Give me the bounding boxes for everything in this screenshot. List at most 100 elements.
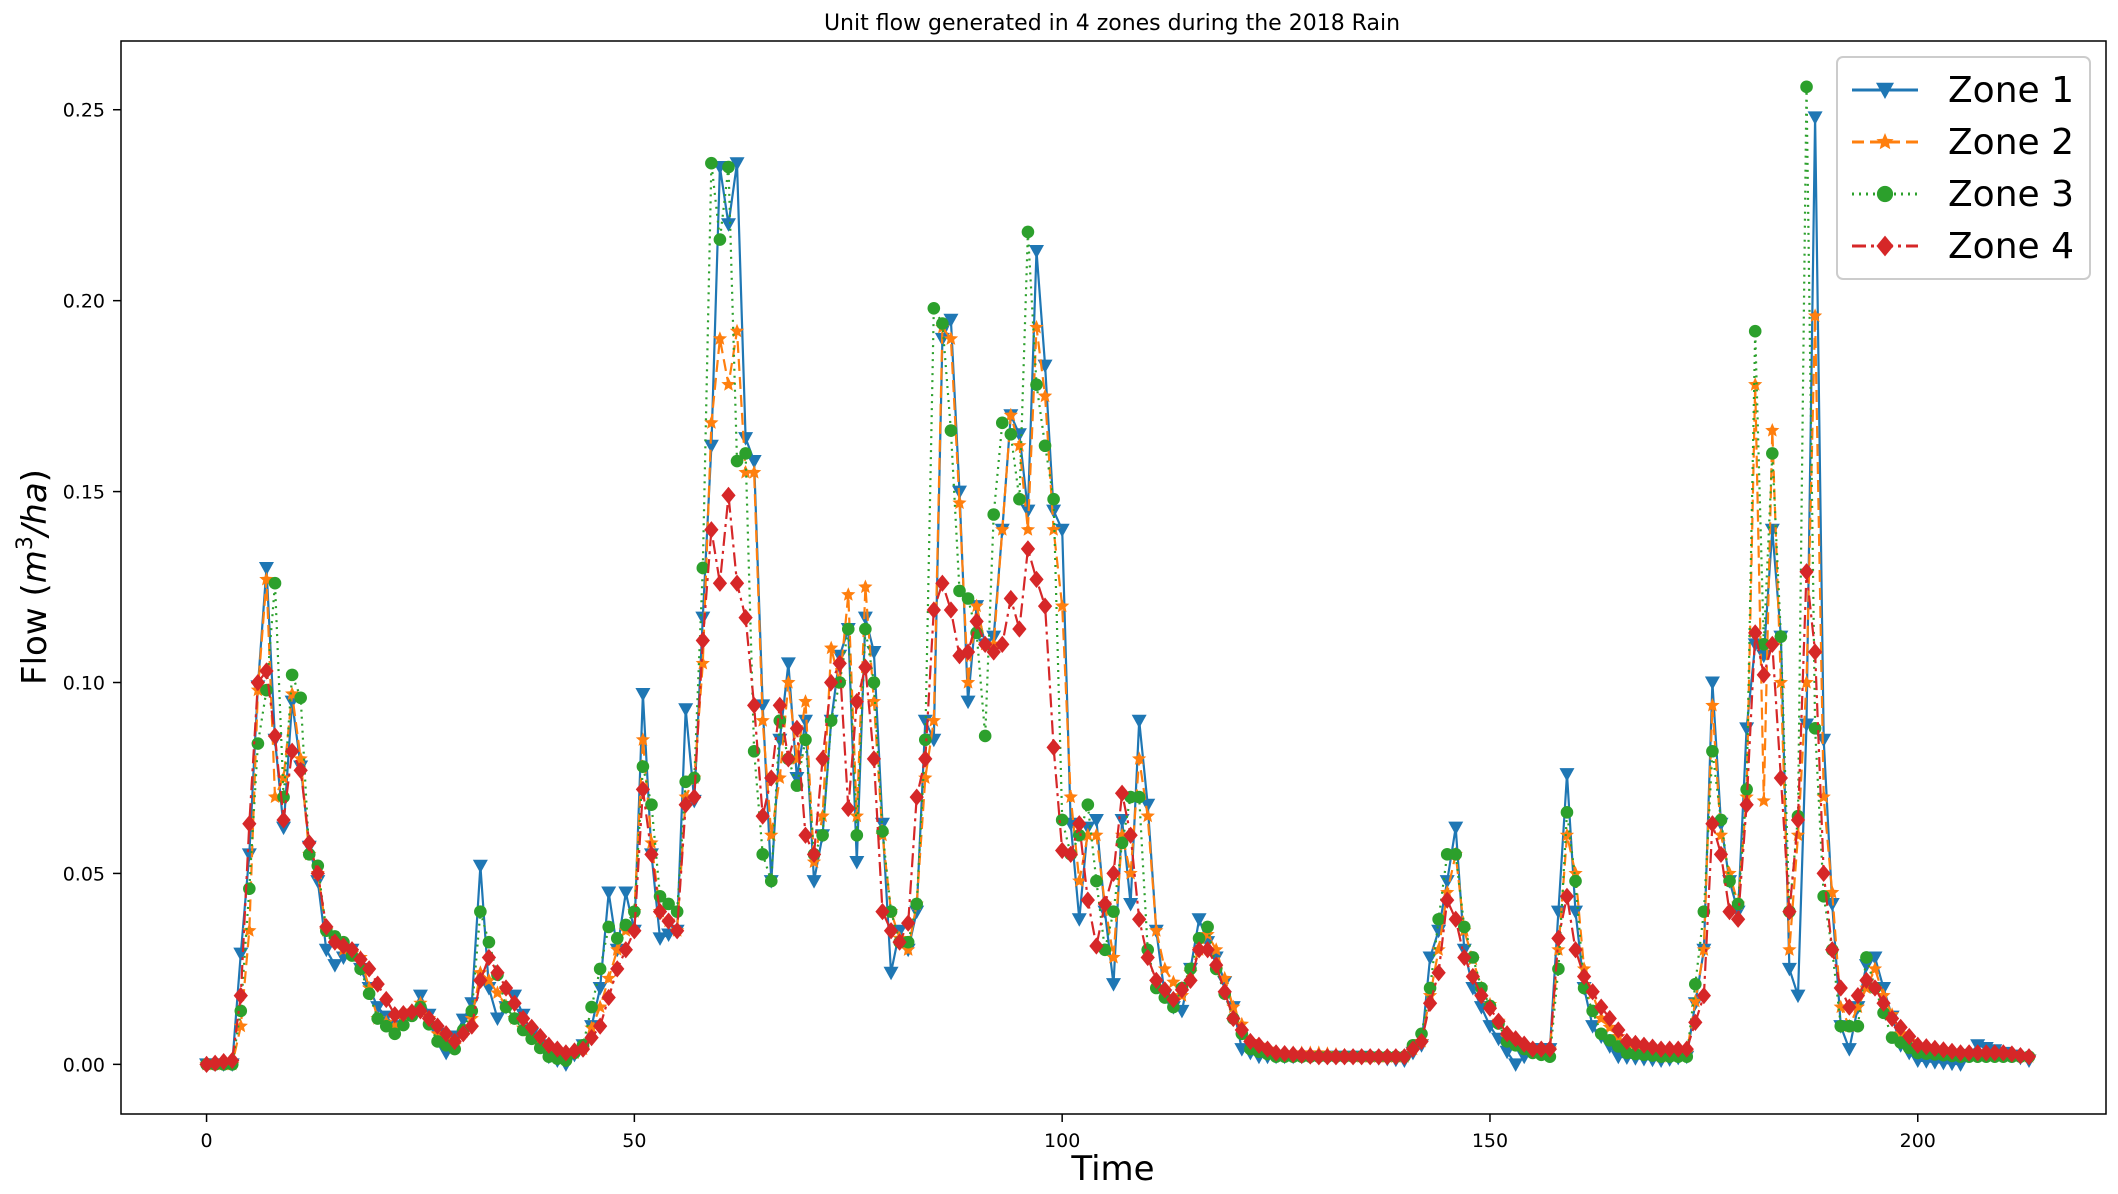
data-point: [1987, 1044, 2002, 1062]
data-point: [1020, 522, 1036, 536]
data-point: [652, 902, 668, 921]
data-point: [1432, 912, 1445, 926]
data-point: [1440, 891, 1455, 909]
data-point: [961, 592, 975, 605]
data-point: [1388, 1048, 1403, 1066]
data-point: [729, 157, 745, 171]
data-point: [1850, 999, 1865, 1014]
y-tick-label: 0.20: [63, 291, 105, 313]
data-point: [1191, 941, 1207, 959]
data-point: [1585, 1020, 1601, 1034]
data-point: [1474, 987, 1489, 1005]
data-point: [1867, 979, 1883, 997]
series-zone-4: [199, 486, 2037, 1073]
data-point: [1766, 447, 1779, 460]
data-point: [1123, 897, 1139, 912]
data-point: [678, 703, 694, 717]
data-point: [1217, 983, 1232, 1001]
data-point: [1089, 827, 1104, 842]
data-point: [1107, 905, 1120, 918]
data-point: [1201, 920, 1214, 934]
data-point: [1106, 864, 1121, 883]
data-point: [508, 1012, 521, 1025]
data-point: [1311, 1048, 1326, 1066]
data-point: [482, 935, 496, 949]
data-point: [1286, 1045, 1301, 1064]
data-point: [1662, 1040, 1677, 1058]
data-point: [1449, 848, 1463, 861]
data-point: [1996, 1044, 2011, 1062]
data-point: [730, 454, 744, 468]
data-point: [1097, 895, 1113, 913]
legend: Zone 1 Zone 2 Zone 3 Zone 4: [1836, 56, 2091, 280]
y-axis-label-unit-exponent: 3: [13, 536, 38, 550]
data-point: [1782, 942, 1797, 956]
data-point: [233, 947, 249, 962]
data-point: [498, 979, 514, 997]
data-point: [1534, 1040, 1549, 1058]
data-point: [1303, 1047, 1318, 1065]
data-point: [832, 654, 847, 673]
data-point: [1594, 1027, 1608, 1041]
x-tick-label: 0: [201, 1130, 213, 1152]
data-point: [1405, 1040, 1421, 1058]
data-point: [1568, 905, 1584, 920]
data-point: [935, 574, 950, 592]
data-point: [1149, 971, 1164, 989]
data-point: [447, 1032, 462, 1051]
data-point: [302, 834, 317, 852]
data-point: [593, 1017, 608, 1035]
data-point: [1800, 80, 1813, 94]
data-point: [866, 750, 882, 768]
data-point: [695, 631, 710, 650]
data-point: [1859, 971, 1874, 989]
data-point: [781, 750, 796, 768]
data-point: [294, 691, 307, 705]
data-point: [995, 522, 1010, 536]
data-point: [404, 1003, 420, 1021]
data-point: [653, 890, 667, 903]
data-point: [892, 933, 907, 951]
data-point: [1585, 983, 1600, 1001]
data-point: [1688, 993, 1703, 1008]
data-point: [1328, 1048, 1344, 1066]
data-point: [1970, 1044, 1985, 1062]
data-point: [1841, 1043, 1857, 1057]
data-point: [601, 886, 617, 901]
data-point: [1431, 964, 1446, 982]
data-point: [1191, 913, 1207, 927]
data-point: [747, 465, 762, 479]
data-point: [969, 612, 984, 631]
data-point: [876, 825, 889, 838]
data-point: [1569, 874, 1582, 888]
data-point: [464, 1017, 479, 1035]
data-point: [909, 788, 924, 806]
star-icon: [1876, 133, 1894, 150]
y-axis-label: Flow (m3/ha): [13, 469, 55, 685]
data-point: [764, 769, 779, 787]
data-point: [722, 160, 735, 174]
data-point: [1902, 1027, 1917, 1046]
data-point: [575, 1040, 591, 1058]
data-point: [858, 579, 873, 594]
data-point: [1850, 987, 1865, 1005]
data-point: [258, 561, 274, 576]
data-point: [1046, 738, 1061, 757]
data-point: [354, 962, 367, 976]
series-line: [206, 494, 2030, 1066]
data-point: [849, 855, 865, 870]
data-point: [1132, 790, 1146, 804]
data-point: [1088, 813, 1104, 828]
data-point: [1799, 675, 1814, 689]
data-point: [1072, 873, 1087, 888]
data-point: [439, 1025, 454, 1043]
data-point: [1234, 1021, 1249, 1039]
data-point: [875, 902, 890, 921]
data-point: [481, 948, 497, 967]
data-point: [318, 943, 334, 958]
data-point: [1123, 826, 1138, 844]
data-point: [850, 828, 864, 842]
data-point: [738, 432, 754, 446]
data-point: [1953, 1044, 1968, 1062]
data-point: [746, 455, 762, 469]
